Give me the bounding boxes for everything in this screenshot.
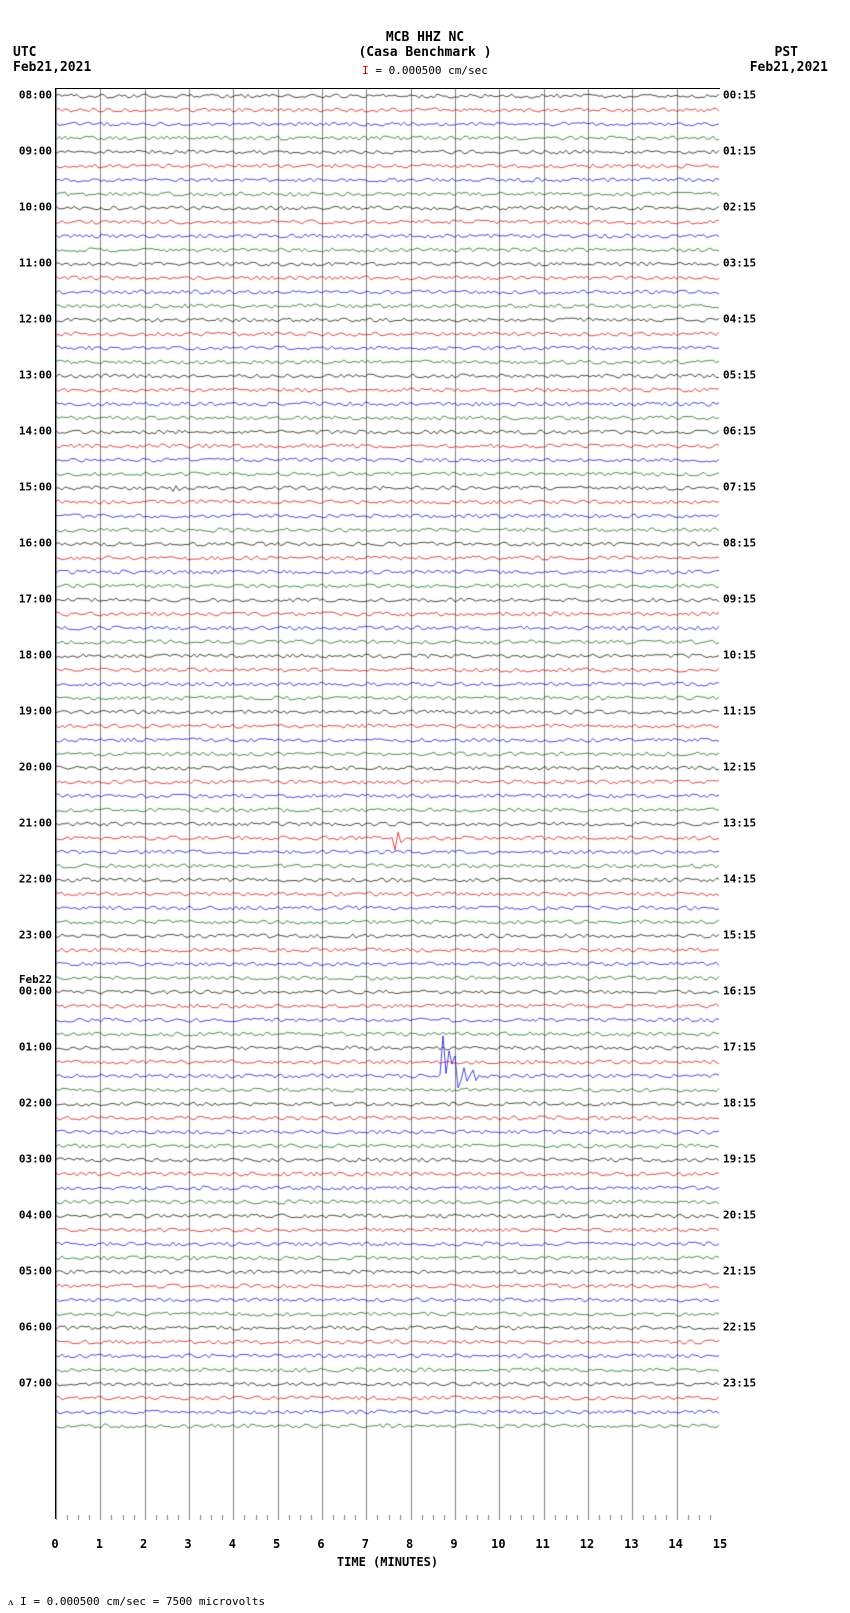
y-right-label: 15:15 (723, 929, 756, 942)
y-left-label: 18:00 (19, 649, 52, 662)
y-left-label: 10:00 (19, 201, 52, 214)
x-tick-label: 7 (362, 1537, 369, 1551)
y-right-label: 08:15 (723, 537, 756, 550)
x-tick-label: 11 (535, 1537, 549, 1551)
x-axis-label: TIME (MINUTES) (337, 1555, 438, 1569)
y-left-label: 00:00 (19, 985, 52, 998)
pst-label: PST (775, 45, 798, 60)
y-right-label: 11:15 (723, 705, 756, 718)
utc-date: Feb21,2021 (13, 60, 91, 75)
y-right-label: 14:15 (723, 873, 756, 886)
x-tick-label: 3 (184, 1537, 191, 1551)
y-right-label: 05:15 (723, 369, 756, 382)
y-left-label: 01:00 (19, 1041, 52, 1054)
y-right-label: 19:15 (723, 1153, 756, 1166)
bottom-scale-note: ᴧ I = 0.000500 cm/sec = 7500 microvolts (8, 1595, 265, 1608)
y-left-label: 12:00 (19, 313, 52, 326)
seismogram-plot (55, 88, 720, 1519)
y-right-label: 02:15 (723, 201, 756, 214)
y-right-label: 17:15 (723, 1041, 756, 1054)
y-left-label: 22:00 (19, 873, 52, 886)
chart-title: MCB HHZ NC (0, 30, 850, 45)
y-right-label: 20:15 (723, 1209, 756, 1222)
x-tick-label: 15 (713, 1537, 727, 1551)
y-right-label: 04:15 (723, 313, 756, 326)
x-tick-label: 8 (406, 1537, 413, 1551)
utc-label: UTC (13, 45, 36, 60)
x-tick-label: 14 (668, 1537, 682, 1551)
y-right-label: 10:15 (723, 649, 756, 662)
y-left-label: 04:00 (19, 1209, 52, 1222)
y-left-label: 20:00 (19, 761, 52, 774)
y-right-label: 23:15 (723, 1377, 756, 1390)
y-left-label: 06:00 (19, 1321, 52, 1334)
y-left-label: 14:00 (19, 425, 52, 438)
scale-legend-bar: I (362, 64, 369, 77)
x-tick-label: 5 (273, 1537, 280, 1551)
y-left-label: 15:00 (19, 481, 52, 494)
y-left-label: 11:00 (19, 257, 52, 270)
y-right-label: 22:15 (723, 1321, 756, 1334)
x-tick-label: 4 (229, 1537, 236, 1551)
y-left-label: 09:00 (19, 145, 52, 158)
y-left-label: 02:00 (19, 1097, 52, 1110)
y-left-label: 08:00 (19, 89, 52, 102)
y-left-label: 05:00 (19, 1265, 52, 1278)
x-tick-label: 10 (491, 1537, 505, 1551)
y-right-label: 03:15 (723, 257, 756, 270)
x-tick-label: 1 (96, 1537, 103, 1551)
y-right-label: 06:15 (723, 425, 756, 438)
y-left-label: 16:00 (19, 537, 52, 550)
seismogram-canvas (56, 89, 721, 1520)
y-right-label: 09:15 (723, 593, 756, 606)
y-right-label: 07:15 (723, 481, 756, 494)
y-right-label: 21:15 (723, 1265, 756, 1278)
x-tick-label: 12 (580, 1537, 594, 1551)
y-left-label: 13:00 (19, 369, 52, 382)
y-left-label: 21:00 (19, 817, 52, 830)
pst-date: Feb21,2021 (750, 60, 828, 75)
x-tick-label: 2 (140, 1537, 147, 1551)
x-tick-label: 9 (450, 1537, 457, 1551)
y-right-label: 01:15 (723, 145, 756, 158)
x-tick-label: 13 (624, 1537, 638, 1551)
y-right-label: 13:15 (723, 817, 756, 830)
y-left-label: 03:00 (19, 1153, 52, 1166)
x-tick-label: 6 (317, 1537, 324, 1551)
y-left-label: 17:00 (19, 593, 52, 606)
chart-subtitle: (Casa Benchmark ) (0, 45, 850, 60)
y-right-label: 18:15 (723, 1097, 756, 1110)
scale-legend: I = 0.000500 cm/sec (0, 64, 850, 77)
y-right-label: 12:15 (723, 761, 756, 774)
x-axis: TIME (MINUTES) 0123456789101112131415 (55, 1519, 720, 1569)
y-left-label: 23:00 (19, 929, 52, 942)
x-tick-label: 0 (51, 1537, 58, 1551)
y-left-label: 07:00 (19, 1377, 52, 1390)
y-left-label: 19:00 (19, 705, 52, 718)
y-right-label: 16:15 (723, 985, 756, 998)
scale-legend-value: = 0.000500 cm/sec (375, 64, 488, 77)
y-right-label: 00:15 (723, 89, 756, 102)
